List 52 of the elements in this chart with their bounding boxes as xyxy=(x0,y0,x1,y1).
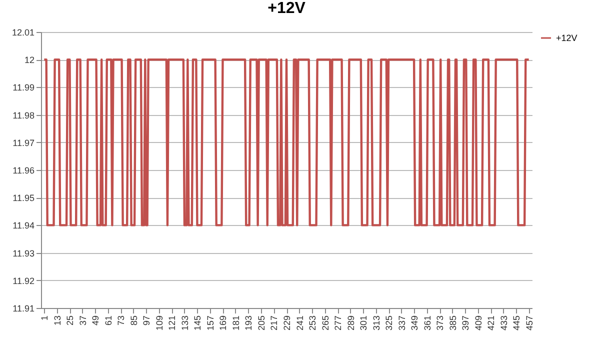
x-tick-label: 265 xyxy=(320,316,330,331)
x-tick-label: 277 xyxy=(333,316,344,331)
x-tick-label: 457 xyxy=(524,316,534,331)
y-tick-label: 11.96 xyxy=(12,166,34,176)
x-tick-label: 133 xyxy=(180,316,190,331)
x-tick-label: 97 xyxy=(142,316,152,326)
y-tick-label: 11.97 xyxy=(12,138,34,148)
y-tick-label: 12.01 xyxy=(12,28,34,38)
x-tick-label: 373 xyxy=(435,316,446,331)
x-tick-label: 433 xyxy=(498,316,509,331)
x-tick-label: 49 xyxy=(90,316,101,326)
x-tick-label: 409 xyxy=(473,316,484,331)
x-tick-label: 397 xyxy=(460,316,471,331)
x-tick-label: 13 xyxy=(52,316,62,326)
x-tick-label: 61 xyxy=(103,316,114,326)
x-tick-label: 229 xyxy=(282,316,292,331)
x-tick-label: 145 xyxy=(192,316,203,331)
x-tick-label: 313 xyxy=(371,316,382,331)
y-tick-label: 11.92 xyxy=(12,276,34,286)
x-tick-label: 157 xyxy=(205,316,216,331)
x-tick-label: 421 xyxy=(486,316,496,331)
x-tick-label: 445 xyxy=(512,316,522,331)
x-tick-label: 169 xyxy=(218,316,228,331)
x-tick-label: 217 xyxy=(269,316,280,331)
chart-title: +12V xyxy=(268,0,306,17)
y-tick-label: 11.91 xyxy=(12,304,34,314)
y-tick-label: 11.99 xyxy=(12,82,34,93)
x-tick-label: 1 xyxy=(40,316,50,321)
x-tick-label: 25 xyxy=(65,316,76,326)
x-tick-label: 193 xyxy=(244,316,254,331)
y-tick-label: 11.93 xyxy=(12,248,34,258)
x-tick-label: 241 xyxy=(294,316,305,331)
x-tick-label: 205 xyxy=(256,316,266,331)
x-tick-label: 385 xyxy=(448,316,458,331)
x-tick-label: 361 xyxy=(422,316,432,331)
x-tick-label: 73 xyxy=(116,316,126,326)
y-tick-label: 12 xyxy=(24,55,34,66)
x-tick-label: 109 xyxy=(154,316,164,331)
x-tick-label: 37 xyxy=(78,316,88,326)
x-tick-label: 121 xyxy=(167,316,178,331)
x-tick-label: 85 xyxy=(128,316,139,326)
y-tick-label: 11.94 xyxy=(12,220,34,231)
x-tick-label: 253 xyxy=(308,316,318,331)
x-tick-label: 337 xyxy=(396,316,407,331)
x-tick-label: 289 xyxy=(346,316,356,331)
y-tick-label: 11.95 xyxy=(12,193,34,204)
y-tick-label: 11.98 xyxy=(12,110,34,120)
legend-label: +12V xyxy=(556,33,578,43)
x-tick-label: 181 xyxy=(230,316,241,331)
x-tick-label: 325 xyxy=(384,316,394,331)
x-tick-label: 301 xyxy=(358,316,369,331)
x-tick-label: 349 xyxy=(410,316,420,331)
